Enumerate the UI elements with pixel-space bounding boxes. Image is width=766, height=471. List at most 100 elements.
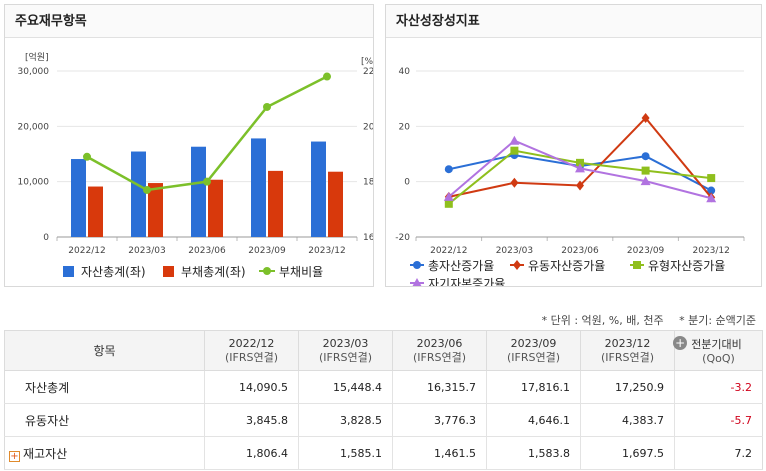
header-period: 2023/12 bbox=[604, 336, 651, 350]
table-cell: 1,806.4 bbox=[204, 436, 299, 470]
y-tick: 20 bbox=[399, 122, 411, 132]
bar-total-assets bbox=[71, 159, 86, 237]
major-financials-chart: [억원] [%] 0 10,000 20,000 30,000 160 180 200 220 20… bbox=[18, 51, 374, 279]
bar-total-assets bbox=[131, 151, 146, 237]
y-right-tick: 200 bbox=[363, 122, 373, 132]
series-point bbox=[509, 135, 520, 145]
x-tick-label: 2023/12 bbox=[693, 246, 730, 256]
table-cell: 1,697.5 bbox=[580, 436, 675, 470]
table-meta: * 단위 : 억원, %, 배, 천주 * 분기: 순액기준 bbox=[542, 312, 756, 328]
header-period-col: 2023/09 (IFRS연결) bbox=[486, 330, 581, 371]
series-point bbox=[576, 158, 584, 167]
row-label: 유동자산 bbox=[4, 403, 205, 437]
y-left-tick: 0 bbox=[43, 233, 49, 243]
x-tick-label: 2022/12 bbox=[68, 246, 105, 256]
bar-total-assets bbox=[311, 141, 326, 237]
financial-table: 항목 2022/12 (IFRS연결) 2023/03 (IFRS연결) 2023/… bbox=[4, 330, 763, 470]
table-cell: 1,585.1 bbox=[298, 436, 393, 470]
header-qoq-sub: (QoQ) bbox=[702, 351, 735, 365]
x-tick-label: 2023/06 bbox=[188, 246, 226, 256]
series-point bbox=[443, 191, 454, 201]
x-tick-label: 2023/03 bbox=[496, 246, 533, 256]
legend-swatch bbox=[63, 266, 74, 277]
series-point bbox=[510, 146, 519, 155]
x-tick-label: 2023/09 bbox=[248, 246, 286, 256]
x-tick-label: 2023/12 bbox=[308, 246, 345, 256]
y-left-tick: 10,000 bbox=[18, 178, 50, 188]
y-tick: 40 bbox=[399, 67, 411, 77]
legend-label: 자산총계(좌) bbox=[81, 265, 146, 279]
header-period-col: 2023/06 (IFRS연결) bbox=[392, 330, 487, 371]
y-left-unit: [억원] bbox=[25, 51, 49, 63]
header-qoq: + 전분기대비 (QoQ) bbox=[673, 330, 763, 371]
table-cell: 17,816.1 bbox=[486, 370, 581, 404]
series-point bbox=[576, 180, 584, 191]
table-cell: 4,646.1 bbox=[486, 403, 581, 437]
x-tick-label: 2023/09 bbox=[627, 246, 665, 256]
table-cell: 1,583.8 bbox=[486, 436, 581, 470]
table-cell: 17,250.9 bbox=[580, 370, 675, 404]
series-point bbox=[444, 165, 453, 174]
header-period-col: 2023/03 (IFRS연결) bbox=[298, 330, 393, 371]
header-period: 2023/09 bbox=[510, 336, 557, 350]
bar-total-liabilities bbox=[208, 179, 223, 237]
table-cell: 15,448.4 bbox=[298, 370, 393, 404]
asset-growth-panel: 자산성장성지표 -20 0 20 40 2022/12 2023/03 2023/06 202… bbox=[385, 4, 762, 287]
header-period: 2022/12 bbox=[228, 336, 275, 350]
header-period: 2023/03 bbox=[322, 336, 369, 350]
header-basis: (IFRS연결) bbox=[412, 350, 467, 364]
header-period: 2023/06 bbox=[416, 336, 463, 350]
y-right-unit: [%] bbox=[361, 57, 373, 67]
expand-icon[interactable]: + bbox=[9, 450, 20, 462]
major-financials-panel: 주요재무항목 [억원] [%] 0 10,000 20,000 30,000 160 180 2… bbox=[4, 4, 374, 287]
header-period-col: 2023/12 (IFRS연결) bbox=[580, 330, 675, 371]
legend-label: 자기자본증가율 bbox=[428, 277, 505, 286]
table-cell: 1,461.5 bbox=[392, 436, 487, 470]
debt-ratio-point bbox=[83, 152, 91, 161]
series-point bbox=[706, 193, 717, 203]
row-label: 재고자산 bbox=[23, 446, 68, 461]
legend-label: 부채총계(좌) bbox=[181, 265, 246, 279]
row-label: 자산총계 bbox=[4, 370, 205, 404]
series-point bbox=[707, 186, 716, 195]
asset-growth-chart: -20 0 20 40 2022/12 2023/03 2023/06 2023/09 2023… bbox=[395, 67, 745, 286]
series-line bbox=[448, 149, 712, 205]
y-right-tick: 220 bbox=[363, 67, 373, 77]
header-basis: (IFRS연결) bbox=[600, 350, 655, 364]
bar-total-assets bbox=[251, 138, 266, 237]
bar-total-liabilities bbox=[328, 171, 343, 237]
y-left-tick: 30,000 bbox=[18, 67, 50, 77]
debt-ratio-point bbox=[323, 72, 331, 81]
debt-ratio-line bbox=[86, 75, 328, 192]
qoq-cell: -5.7 bbox=[674, 403, 763, 437]
series-point bbox=[444, 199, 453, 208]
header-basis: (IFRS연결) bbox=[224, 350, 279, 364]
series-point bbox=[641, 113, 650, 124]
header-item: 항목 bbox=[4, 330, 205, 371]
legend-swatch bbox=[413, 261, 421, 269]
header-basis: (IFRS연결) bbox=[318, 350, 373, 364]
major-financials-title: 주요재무항목 bbox=[5, 5, 373, 38]
table-row[interactable]: + 재고자산 1,806.4 1,585.1 1,461.5 1,583.8 1,… bbox=[4, 436, 763, 470]
table-row: 유동자산 3,845.8 3,828.5 3,776.3 4,646.1 4,3… bbox=[4, 403, 763, 437]
legend-swatch bbox=[263, 267, 271, 275]
add-column-icon[interactable]: + bbox=[673, 335, 688, 350]
y-tick: -20 bbox=[395, 233, 410, 243]
table-cell: 3,776.3 bbox=[392, 403, 487, 437]
table-row: 자산총계 14,090.5 15,448.4 16,315.7 17,816.1… bbox=[4, 370, 763, 404]
row-label-expandable[interactable]: + 재고자산 bbox=[4, 436, 205, 470]
debt-ratio-point bbox=[203, 177, 211, 186]
x-tick-label: 2022/12 bbox=[430, 246, 467, 256]
asset-growth-title: 자산성장성지표 bbox=[386, 5, 761, 38]
debt-ratio-point bbox=[263, 102, 271, 111]
legend-label: 유형자산증가율 bbox=[648, 259, 725, 273]
legend-swatch bbox=[513, 260, 521, 270]
table-header-row: 항목 2022/12 (IFRS연결) 2023/03 (IFRS연결) 2023/… bbox=[4, 330, 763, 371]
legend-swatch bbox=[163, 266, 174, 277]
x-tick-label: 2023/06 bbox=[561, 246, 599, 256]
series-point bbox=[641, 152, 650, 161]
series-point bbox=[575, 163, 585, 173]
unit-note: * 단위 : 억원, %, 배, 천주 bbox=[541, 314, 664, 327]
legend-swatch bbox=[633, 261, 641, 269]
legend-label: 총자산증가율 bbox=[428, 259, 494, 273]
